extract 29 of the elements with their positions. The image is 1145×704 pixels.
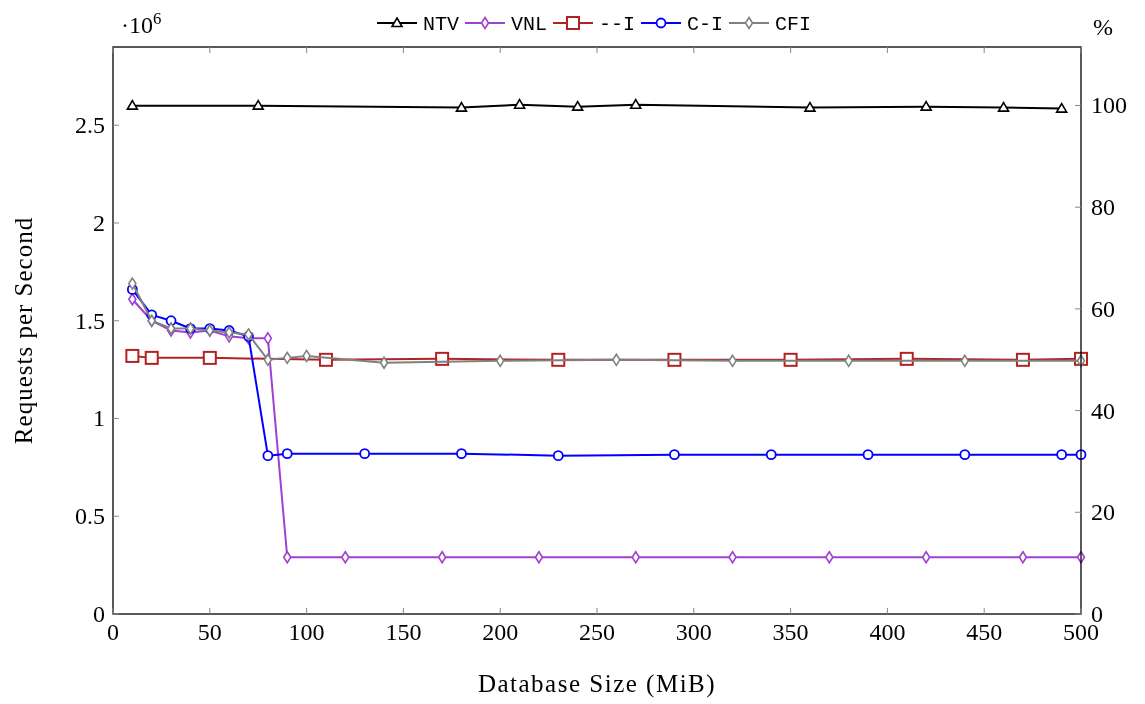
x-tick-label: 400 [869, 619, 906, 645]
y-axis-title: Requests per Second [10, 216, 37, 445]
x-tick-label: 350 [772, 619, 809, 645]
x-tick-label: 100 [288, 619, 325, 645]
text: ·10$^{6}$ [121, 8, 162, 38]
x-tick-label: 250 [579, 619, 615, 645]
y2-axis-title: % [1093, 14, 1113, 40]
x-tick-label: 50 [197, 619, 222, 645]
y2-tick-label: 60 [1091, 295, 1115, 322]
x-tick-label: 150 [385, 619, 422, 645]
y2-tick-label: 20 [1091, 499, 1115, 526]
x-axis-title: Database Size (MiB) [477, 670, 717, 698]
legend-label: NTV [423, 13, 460, 36]
y2-tick-label: 40 [1091, 397, 1115, 424]
y2-tick-label: 80 [1091, 194, 1115, 221]
y-tick-label: 0.5 [75, 503, 105, 530]
y-tick-label: 0 [93, 601, 105, 627]
y-tick-label: 1 [93, 405, 105, 432]
legend-label: --I [599, 13, 636, 36]
legend-label: CFI [775, 13, 812, 36]
x-tick-label: 300 [675, 619, 712, 645]
x-tick-label: 450 [966, 619, 1003, 645]
y-tick-label: 2 [93, 209, 105, 236]
y-tick-label: 1.5 [75, 307, 105, 334]
x-tick-label: 200 [482, 619, 519, 645]
legend-label: VNL [511, 13, 548, 36]
y-tick-label: 2.5 [75, 112, 105, 139]
y2-tick-label: 100 [1091, 92, 1127, 119]
legend-label: C-I [687, 13, 724, 36]
